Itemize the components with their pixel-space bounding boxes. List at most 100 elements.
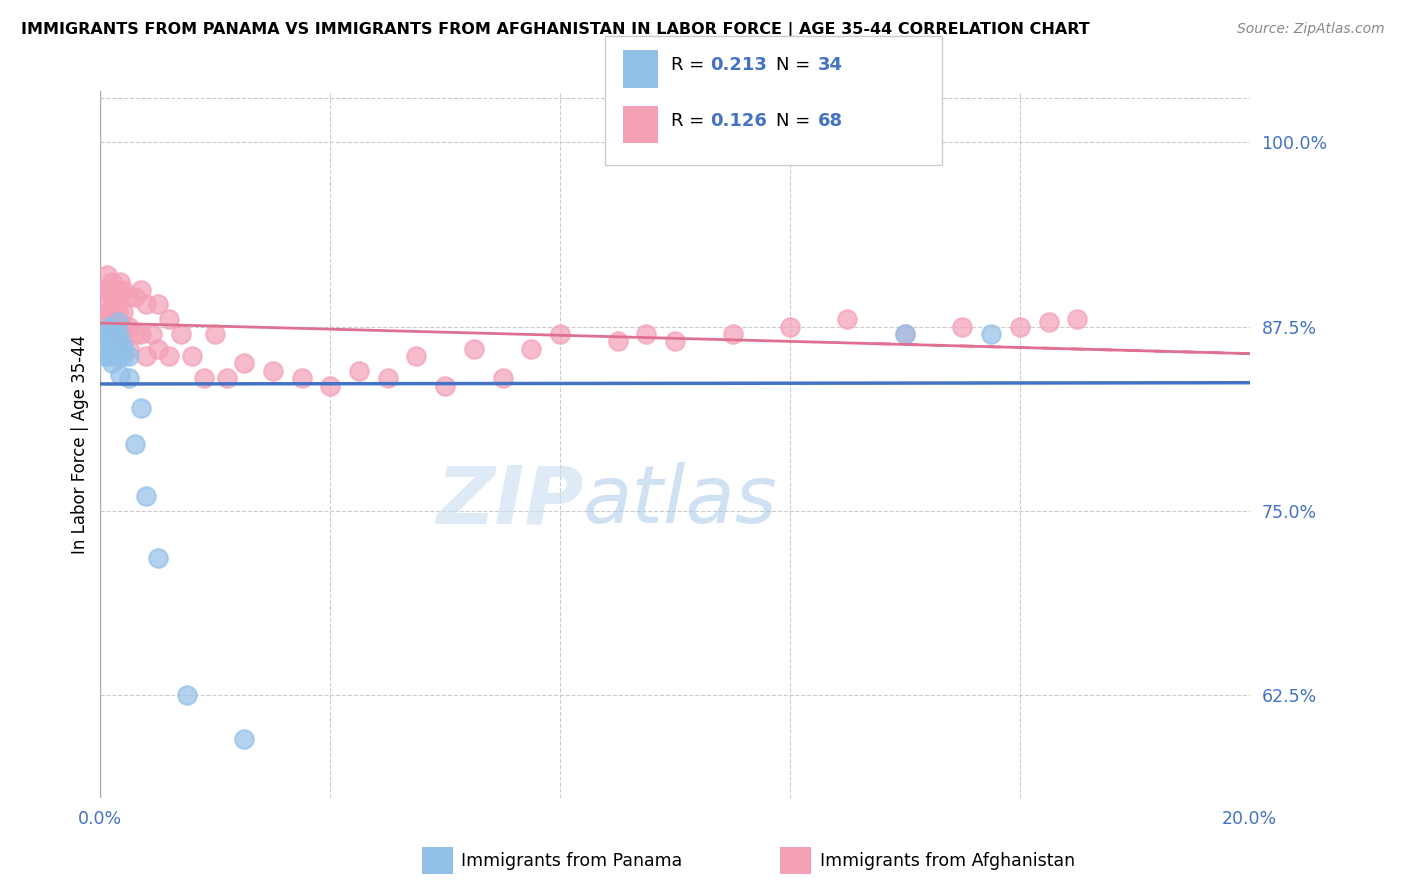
Point: [112, 349, 135, 363]
Point: [94, 283, 117, 297]
Point: [104, 349, 127, 363]
Text: 34: 34: [818, 56, 844, 74]
Text: N =: N =: [776, 112, 815, 129]
Text: R =: R =: [671, 112, 710, 129]
Point: [779, 319, 801, 334]
Y-axis label: In Labor Force | Age 35-44: In Labor Force | Age 35-44: [72, 334, 89, 554]
Text: ZIP: ZIP: [436, 462, 583, 540]
Point: [141, 326, 163, 341]
Point: [204, 326, 226, 341]
Point: [112, 305, 135, 319]
Point: [664, 334, 686, 349]
Point: [124, 437, 146, 451]
Point: [894, 326, 917, 341]
Point: [101, 276, 124, 290]
Point: [118, 319, 141, 334]
Point: [463, 342, 485, 356]
Point: [118, 342, 141, 356]
Text: 0.126: 0.126: [710, 112, 766, 129]
Point: [97, 326, 120, 341]
Point: [101, 342, 124, 356]
Point: [181, 349, 204, 363]
Text: IMMIGRANTS FROM PANAMA VS IMMIGRANTS FROM AFGHANISTAN IN LABOR FORCE | AGE 35-44: IMMIGRANTS FROM PANAMA VS IMMIGRANTS FRO…: [21, 22, 1090, 38]
Point: [980, 326, 1002, 341]
Point: [96, 297, 118, 311]
Text: 68: 68: [818, 112, 844, 129]
Point: [377, 371, 399, 385]
Point: [104, 334, 127, 349]
Point: [94, 312, 117, 326]
Point: [101, 339, 124, 353]
Point: [112, 319, 135, 334]
Point: [1066, 312, 1088, 326]
Point: [110, 344, 132, 359]
Point: [262, 364, 284, 378]
Text: Immigrants from Afghanistan: Immigrants from Afghanistan: [820, 852, 1074, 870]
Point: [135, 297, 157, 311]
Point: [135, 349, 157, 363]
Point: [107, 283, 129, 297]
Point: [111, 326, 134, 341]
Point: [129, 326, 152, 341]
Point: [107, 326, 129, 341]
Point: [606, 334, 628, 349]
Point: [112, 283, 135, 297]
Point: [96, 339, 118, 353]
Point: [98, 283, 121, 297]
Point: [434, 378, 457, 392]
Point: [112, 339, 135, 353]
Point: [135, 489, 157, 503]
Point: [233, 356, 256, 370]
Point: [107, 342, 129, 356]
Point: [193, 371, 215, 385]
Point: [101, 326, 124, 341]
Point: [1038, 315, 1060, 329]
Point: [170, 326, 193, 341]
Point: [107, 349, 129, 363]
Point: [290, 371, 312, 385]
Point: [104, 326, 127, 341]
Point: [98, 319, 121, 334]
Point: [100, 344, 122, 359]
Point: [94, 283, 117, 297]
Point: [548, 326, 571, 341]
Point: [492, 371, 515, 385]
Point: [101, 297, 124, 311]
Point: [101, 319, 124, 334]
Point: [107, 330, 129, 344]
Point: [107, 290, 129, 304]
Point: [124, 290, 146, 304]
Point: [91, 312, 114, 326]
Point: [721, 326, 744, 341]
Point: [104, 283, 127, 297]
Point: [101, 290, 124, 304]
Point: [101, 312, 124, 326]
Text: 0.213: 0.213: [710, 56, 766, 74]
Point: [110, 368, 132, 383]
Point: [146, 550, 169, 565]
Point: [96, 334, 118, 349]
Point: [636, 326, 658, 341]
Point: [319, 378, 342, 392]
Point: [157, 349, 180, 363]
Point: [233, 732, 256, 747]
Text: atlas: atlas: [583, 462, 778, 540]
Point: [215, 371, 238, 385]
Point: [347, 364, 370, 378]
Point: [146, 342, 169, 356]
Point: [107, 326, 129, 341]
Point: [101, 326, 124, 341]
Point: [176, 688, 198, 702]
Point: [837, 312, 859, 326]
Point: [157, 312, 180, 326]
Point: [110, 276, 132, 290]
Point: [520, 342, 543, 356]
Point: [118, 290, 141, 304]
Text: Immigrants from Panama: Immigrants from Panama: [461, 852, 682, 870]
Point: [405, 349, 427, 363]
Point: [129, 283, 152, 297]
Point: [129, 401, 152, 415]
Point: [894, 326, 917, 341]
Point: [94, 349, 117, 363]
Point: [952, 319, 974, 334]
